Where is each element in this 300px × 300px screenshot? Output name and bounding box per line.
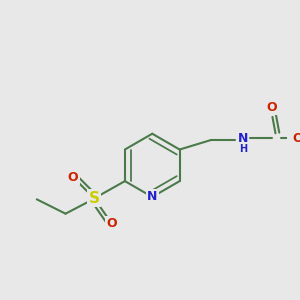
Text: O: O bbox=[266, 101, 277, 114]
Text: O: O bbox=[68, 171, 79, 184]
Text: O: O bbox=[106, 217, 117, 230]
Text: N: N bbox=[238, 131, 248, 145]
Text: H: H bbox=[239, 144, 247, 154]
Text: N: N bbox=[147, 190, 158, 203]
Text: O: O bbox=[292, 131, 300, 145]
Text: S: S bbox=[89, 191, 100, 206]
